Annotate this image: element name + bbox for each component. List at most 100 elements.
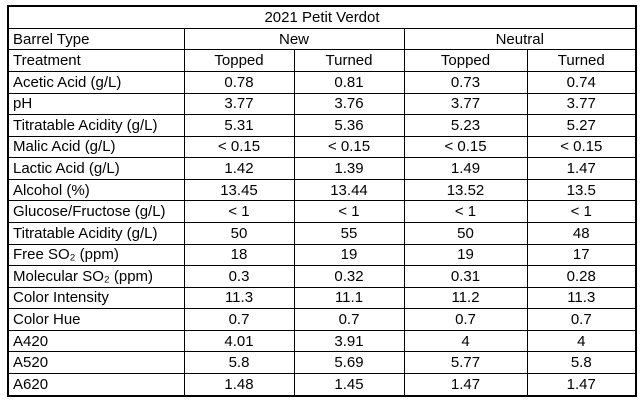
treatment-col-header: Turned — [293, 49, 405, 72]
row-label: Acetic Acid (g/L) — [7, 70, 185, 94]
table-title: 2021 Petit Verdot — [7, 5, 637, 29]
cell-value: 1.45 — [293, 373, 405, 397]
cell-value: 0.31 — [403, 265, 528, 288]
cell-value: 5.8 — [183, 351, 295, 375]
row-label: Glucose/Fructose (g/L) — [7, 200, 185, 223]
cell-value: 50 — [403, 221, 528, 245]
table-title-row: 2021 Petit Verdot — [7, 5, 637, 29]
cell-value: 19 — [293, 243, 405, 267]
row-label: Alcohol (%) — [7, 178, 185, 202]
cell-value: < 0.15 — [403, 135, 528, 159]
cell-value: 50 — [183, 221, 295, 245]
cell-value: 3.76 — [293, 92, 405, 116]
row-label: Titratable Acidity (g/L) — [7, 221, 185, 245]
table-row: Malic Acid (g/L) < 0.15 < 0.15 < 0.15 < … — [7, 135, 637, 159]
cell-value: 18 — [183, 243, 295, 267]
cell-value: 17 — [526, 243, 637, 267]
table-row: Color Hue 0.7 0.7 0.7 0.7 — [7, 308, 637, 331]
barrel-group-new: New — [183, 27, 405, 51]
table-row: Free SO₂ (ppm) 18 19 19 17 — [7, 243, 637, 267]
cell-value: 5.8 — [526, 351, 637, 375]
cell-value: 11.3 — [183, 286, 295, 310]
row-label: Molecular SO₂ (ppm) — [7, 265, 185, 288]
cell-value: 3.91 — [293, 329, 405, 353]
cell-value: 48 — [526, 221, 637, 245]
barrel-type-label: Barrel Type — [7, 27, 185, 51]
row-label: Color Intensity — [7, 286, 185, 310]
cell-value: 13.44 — [293, 178, 405, 202]
cell-value: 11.2 — [403, 286, 528, 310]
row-label: Malic Acid (g/L) — [7, 135, 185, 159]
row-label: A420 — [7, 329, 185, 353]
row-label: Free SO₂ (ppm) — [7, 243, 185, 267]
row-label: A520 — [7, 351, 185, 375]
table-row: A620 1.48 1.45 1.47 1.47 — [7, 373, 637, 397]
cell-value: 5.77 — [403, 351, 528, 375]
cell-value: 5.31 — [183, 114, 295, 137]
treatment-label: Treatment — [7, 49, 185, 72]
cell-value: 0.7 — [183, 308, 295, 331]
cell-value: 1.47 — [526, 373, 637, 397]
cell-value: < 1 — [403, 200, 528, 223]
cell-value: < 1 — [183, 200, 295, 223]
cell-value: 0.3 — [183, 265, 295, 288]
cell-value: 3.77 — [526, 92, 637, 116]
cell-value: 4.01 — [183, 329, 295, 353]
cell-value: 13.45 — [183, 178, 295, 202]
table-row: Color Intensity 11.3 11.1 11.2 11.3 — [7, 286, 637, 310]
cell-value: 1.42 — [183, 157, 295, 180]
row-label: Titratable Acidity (g/L) — [7, 114, 185, 137]
cell-value: 4 — [403, 329, 528, 353]
table-row: Lactic Acid (g/L) 1.42 1.39 1.49 1.47 — [7, 157, 637, 180]
cell-value: < 1 — [526, 200, 637, 223]
cell-value: 0.78 — [183, 70, 295, 94]
table-row: Titratable Acidity (g/L) 5.31 5.36 5.23 … — [7, 114, 637, 137]
cell-value: 0.7 — [526, 308, 637, 331]
row-label: Color Hue — [7, 308, 185, 331]
table-row: pH 3.77 3.76 3.77 3.77 — [7, 92, 637, 116]
wine-analysis-table: 2021 Petit Verdot Barrel Type New Neutra… — [7, 5, 638, 397]
cell-value: 13.5 — [526, 178, 637, 202]
row-label: Lactic Acid (g/L) — [7, 157, 185, 180]
cell-value: 0.28 — [526, 265, 637, 288]
row-label: A620 — [7, 373, 185, 397]
cell-value: < 0.15 — [526, 135, 637, 159]
cell-value: 0.74 — [526, 70, 637, 94]
cell-value: 4 — [526, 329, 637, 353]
cell-value: 1.47 — [403, 373, 528, 397]
treatment-col-header: Topped — [403, 49, 528, 72]
cell-value: 1.48 — [183, 373, 295, 397]
cell-value: 0.81 — [293, 70, 405, 94]
cell-value: 3.77 — [183, 92, 295, 116]
cell-value: 0.73 — [403, 70, 528, 94]
cell-value: 5.69 — [293, 351, 405, 375]
table-row: A420 4.01 3.91 4 4 — [7, 329, 637, 353]
cell-value: 19 — [403, 243, 528, 267]
barrel-type-row: Barrel Type New Neutral — [7, 27, 637, 51]
table-row: Alcohol (%) 13.45 13.44 13.52 13.5 — [7, 178, 637, 202]
cell-value: 0.32 — [293, 265, 405, 288]
cell-value: < 0.15 — [293, 135, 405, 159]
barrel-group-neutral: Neutral — [403, 27, 637, 51]
row-label: pH — [7, 92, 185, 116]
cell-value: 55 — [293, 221, 405, 245]
cell-value: 5.23 — [403, 114, 528, 137]
cell-value: 0.7 — [293, 308, 405, 331]
treatment-col-header: Topped — [183, 49, 295, 72]
cell-value: 11.1 — [293, 286, 405, 310]
cell-value: 1.39 — [293, 157, 405, 180]
cell-value: 3.77 — [403, 92, 528, 116]
table-row: Acetic Acid (g/L) 0.78 0.81 0.73 0.74 — [7, 70, 637, 94]
table-row: Glucose/Fructose (g/L) < 1 < 1 < 1 < 1 — [7, 200, 637, 223]
treatment-col-header: Turned — [526, 49, 637, 72]
cell-value: 5.36 — [293, 114, 405, 137]
cell-value: < 0.15 — [183, 135, 295, 159]
cell-value: 0.7 — [403, 308, 528, 331]
table-row: Titratable Acidity (g/L) 50 55 50 48 — [7, 221, 637, 245]
table-row: A520 5.8 5.69 5.77 5.8 — [7, 351, 637, 375]
cell-value: 13.52 — [403, 178, 528, 202]
table-row: Molecular SO₂ (ppm) 0.3 0.32 0.31 0.28 — [7, 265, 637, 288]
cell-value: 1.49 — [403, 157, 528, 180]
treatment-row: Treatment Topped Turned Topped Turned — [7, 49, 637, 72]
